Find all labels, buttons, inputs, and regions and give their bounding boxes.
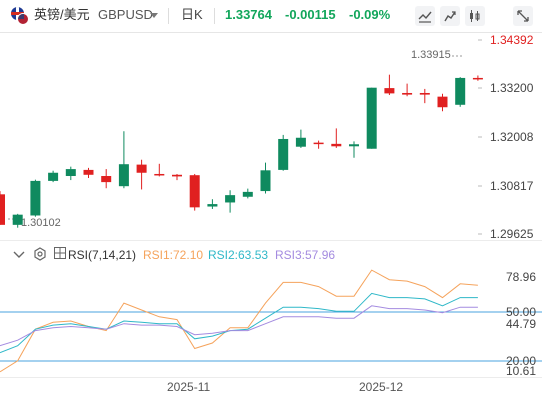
price-change-percent: -0.09% — [349, 7, 391, 22]
candle-up[interactable] — [225, 195, 236, 203]
candle-down[interactable] — [136, 164, 147, 173]
candle-up[interactable] — [349, 144, 359, 147]
candle-down[interactable] — [384, 88, 395, 94]
indicator-button[interactable] — [465, 6, 485, 26]
chart-type-icon — [444, 11, 456, 22]
indicator-grid-icon[interactable] — [54, 247, 66, 259]
candle-up[interactable] — [242, 191, 253, 197]
rsi2-value: RSI2:63.53 — [208, 248, 269, 262]
pair-name[interactable]: 英镑/美元 — [34, 7, 90, 22]
collapse-icon[interactable] — [12, 247, 26, 261]
candle-up[interactable] — [455, 77, 466, 105]
rsi-tick-label: 44.79 — [506, 317, 536, 331]
rsi-legend-bar: RSI(7,14,21) RSI1:72.10 RSI2:63.53 RSI3:… — [0, 244, 542, 264]
candle-down[interactable] — [419, 92, 430, 95]
last-price: 1.33764 — [225, 7, 272, 22]
candle-up[interactable] — [12, 214, 23, 225]
symbol-code[interactable]: GBPUSD — [98, 7, 153, 22]
drawing-tool-button[interactable] — [415, 6, 435, 26]
symbol-dropdown-icon[interactable] — [150, 13, 158, 18]
candle-up[interactable] — [295, 137, 306, 147]
candle-down[interactable] — [472, 77, 483, 80]
candle-up[interactable] — [207, 204, 218, 207]
high-marker: 1.33915 — [411, 49, 463, 61]
rsi-lines-group — [0, 269, 478, 373]
candle-down[interactable] — [101, 176, 112, 183]
divider — [214, 8, 215, 24]
candle-down[interactable] — [172, 174, 182, 177]
chart-type-button[interactable] — [440, 6, 460, 26]
candle-up[interactable] — [48, 172, 59, 181]
candle-up[interactable] — [118, 164, 129, 187]
candle-down[interactable] — [313, 142, 324, 145]
price-tick-label: 1.32008 — [490, 130, 534, 144]
drawing-tool-icon — [418, 11, 432, 23]
timeframe-selector[interactable]: 日K — [181, 7, 203, 22]
candle-down[interactable] — [402, 92, 413, 95]
rsi-line-rsi1 — [0, 269, 478, 373]
price-tick-label: 1.30817 — [490, 179, 534, 193]
time-axis-label: 2025-11 — [167, 380, 210, 394]
candle-down[interactable] — [189, 175, 200, 208]
price-tick-label: 1.34392 — [490, 33, 534, 47]
rsi3-value: RSI3:57.96 — [275, 248, 336, 262]
rsi-tick-label: 50.00 — [506, 305, 536, 319]
candle-down[interactable] — [437, 96, 448, 108]
gbp-usd-flag-icon — [11, 7, 29, 25]
candle-up[interactable] — [278, 138, 289, 170]
rsi-axis: 78.96 50.00 44.79 20.00 10.61 — [506, 270, 536, 378]
divider — [168, 8, 169, 24]
rsi1-value: RSI1:72.10 — [143, 248, 204, 262]
rsi-tick-label: 78.96 — [506, 270, 536, 284]
candle-up[interactable] — [65, 169, 76, 177]
price-tick-label: 1.29625 — [490, 227, 534, 241]
candle-down[interactable] — [331, 143, 342, 147]
fullscreen-icon — [517, 10, 529, 22]
price-tick-label: 1.33200 — [490, 81, 534, 95]
candle-down[interactable] — [0, 194, 5, 225]
settings-gear-icon[interactable] — [33, 247, 47, 261]
rsi-line-rsi3 — [0, 305, 478, 347]
indicator-icon — [470, 10, 480, 22]
low-marker-label: 1.30102 — [21, 217, 61, 229]
time-axis-label: 2025-12 — [359, 380, 403, 394]
candle-up[interactable] — [260, 170, 271, 192]
rsi-tick-label: 20.00 — [506, 354, 536, 368]
fullscreen-button[interactable] — [513, 6, 533, 26]
candle-up[interactable] — [366, 87, 377, 149]
high-marker-label: 1.33915 — [411, 49, 451, 61]
candles-group — [0, 74, 483, 228]
rsi-tick-label: 10.61 — [506, 364, 536, 378]
price-axis: 1.34392 1.33200 1.32008 1.30817 1.29625 — [478, 33, 534, 241]
rsi-indicator-title[interactable]: RSI(7,14,21) — [68, 248, 137, 262]
candle-down[interactable] — [154, 173, 165, 176]
rsi-line-rsi2 — [0, 292, 478, 354]
price-change: -0.00115 — [285, 7, 336, 22]
chart-header: 英镑/美元 GBPUSD 日K 1.33764 -0.00115 -0.09% — [0, 0, 542, 32]
candle-up[interactable] — [30, 180, 41, 216]
candle-down[interactable] — [83, 169, 94, 175]
